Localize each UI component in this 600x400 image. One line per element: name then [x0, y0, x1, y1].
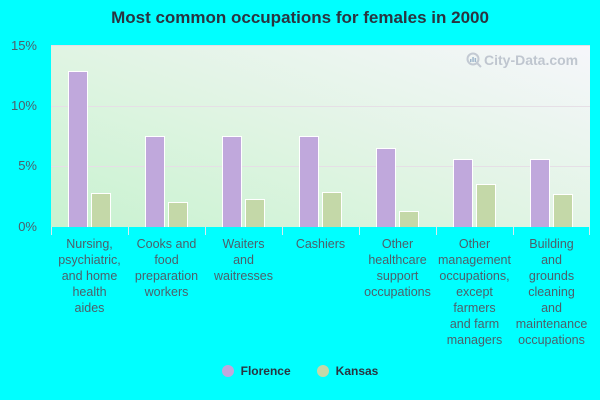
bar-kansas — [245, 199, 265, 227]
x-tick — [205, 227, 206, 235]
x-tick-label: Cashiers — [295, 237, 346, 251]
y-tick-15: 15% — [10, 38, 37, 53]
bar-kansas — [322, 192, 342, 227]
x-axis — [51, 227, 590, 235]
bar-kansas — [476, 183, 496, 227]
bar-kansas — [168, 201, 188, 227]
legend-item-kansas[interactable]: Kansas — [316, 364, 379, 378]
legend-swatch-kansas — [316, 365, 329, 377]
watermark-text: City-Data.com — [484, 52, 579, 68]
y-tick-10: 10% — [10, 98, 37, 113]
x-tick — [128, 227, 129, 235]
bar-florence — [376, 148, 396, 227]
x-tick-label: Other management occupations, except far… — [438, 237, 511, 347]
x-tick-label: Building and grounds cleaning and mainte… — [515, 237, 588, 347]
legend-item-florence[interactable]: Florence — [221, 364, 291, 378]
watermark: City-Data.com — [466, 52, 578, 68]
bar-florence — [222, 136, 242, 227]
gridline-10 — [51, 106, 590, 107]
bar-florence — [453, 159, 473, 227]
x-tick-label: Waiters and waitresses — [213, 237, 274, 283]
gridline-15 — [51, 45, 590, 46]
x-tick — [282, 227, 283, 235]
magnifier-chart-icon — [466, 52, 482, 68]
legend-label-kansas: Kansas — [335, 364, 379, 378]
x-tick — [51, 227, 52, 235]
y-tick-0: 0% — [18, 219, 37, 234]
chart-title: Most common occupations for females in 2… — [111, 8, 489, 27]
x-tick-label: Nursing, psychiatric, and home health ai… — [58, 237, 121, 315]
legend: Florence Kansas — [0, 364, 600, 378]
bar-kansas — [91, 193, 111, 227]
x-tick-label: Other healthcare support occupations — [364, 237, 431, 299]
x-tick — [436, 227, 437, 235]
y-tick-5: 5% — [18, 158, 37, 173]
x-tick — [513, 227, 514, 235]
bar-florence — [145, 136, 165, 227]
legend-label-florence: Florence — [240, 364, 291, 378]
bar-florence — [299, 136, 319, 227]
plot-area — [51, 45, 590, 227]
bar-florence — [68, 70, 88, 227]
bar-kansas — [553, 194, 573, 227]
legend-swatch-florence — [221, 365, 234, 377]
x-tick — [589, 227, 590, 235]
x-tick-label: Cooks and food preparation workers — [134, 237, 199, 299]
x-tick — [359, 227, 360, 235]
bar-kansas — [399, 211, 419, 227]
bar-florence — [530, 159, 550, 227]
gridline-5 — [51, 166, 590, 167]
